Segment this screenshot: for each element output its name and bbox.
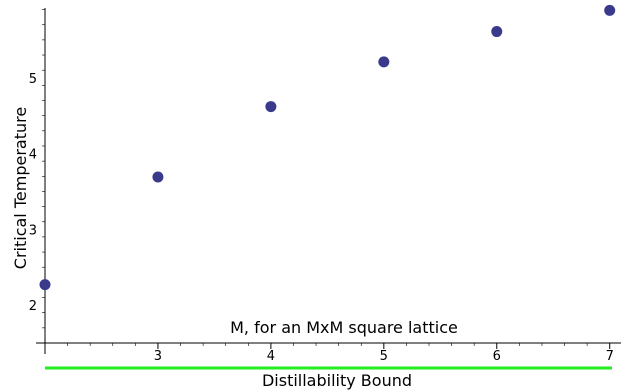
x-tick-label: 5: [380, 349, 388, 364]
data-point: [39, 279, 51, 291]
data-point: [604, 4, 616, 16]
ticks: 3 4 5 6 7 2 3 4 5: [29, 9, 614, 364]
y-tick-label: 3: [29, 223, 37, 238]
lattice-annotation: M, for an MxM square lattice: [230, 318, 458, 337]
x-tick-label: 4: [267, 349, 275, 364]
y-tick-label: 2: [29, 299, 37, 314]
y-tick-label: 5: [29, 72, 37, 87]
data-point: [152, 171, 164, 183]
y-tick-label: 4: [29, 148, 37, 163]
data-point: [378, 56, 390, 68]
data-points: [39, 4, 616, 291]
axes: [36, 8, 621, 354]
data-point: [265, 101, 277, 113]
distillability-bound-label: Distillability Bound: [262, 371, 412, 390]
x-tick-label: 6: [493, 349, 501, 364]
y-axis-title: Critical Temperature: [11, 107, 30, 269]
x-tick-label: 3: [154, 349, 162, 364]
data-point: [491, 26, 503, 38]
x-tick-label: 7: [606, 349, 614, 364]
